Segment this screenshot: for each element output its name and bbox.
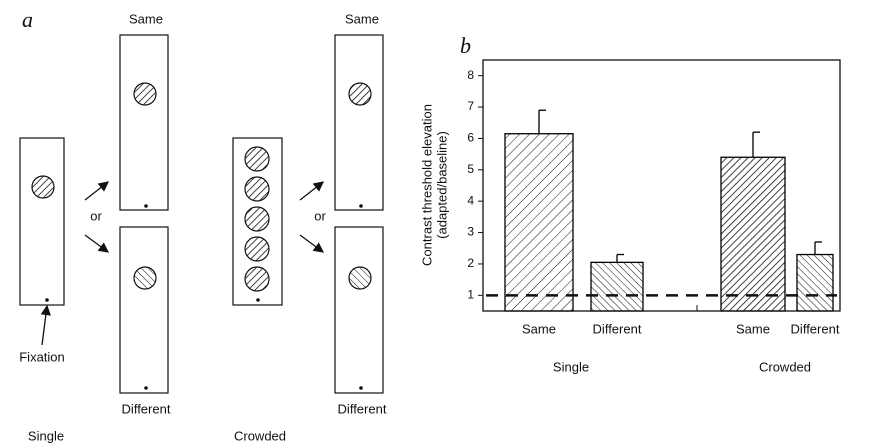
target xyxy=(31,175,55,199)
x-tick-label: Same xyxy=(522,321,556,336)
fixation-dot xyxy=(45,298,49,302)
target xyxy=(348,266,372,290)
bar xyxy=(504,133,574,312)
y-tick-label: 8 xyxy=(467,68,474,82)
display-frame xyxy=(119,226,169,394)
fixation-dot xyxy=(256,298,260,302)
label: Fixation xyxy=(19,349,65,364)
fixation-dot xyxy=(359,204,363,208)
y-tick-label: 2 xyxy=(467,256,474,270)
flanker xyxy=(244,266,270,292)
arrow xyxy=(299,234,325,253)
label: Same xyxy=(345,11,379,26)
x-tick-label: Same xyxy=(736,321,770,336)
fixation-dot xyxy=(359,386,363,390)
label: Same xyxy=(129,11,163,26)
fixation-dot xyxy=(144,204,148,208)
display-frame xyxy=(334,226,384,394)
y-tick-label: 4 xyxy=(467,193,474,207)
target xyxy=(133,82,157,106)
arrow xyxy=(84,181,110,201)
flanker xyxy=(244,176,270,202)
display-frame xyxy=(119,34,169,211)
panel-label: a xyxy=(22,7,33,32)
label: or xyxy=(90,208,102,223)
label: Crowded xyxy=(234,428,286,443)
y-tick-label: 3 xyxy=(467,225,474,239)
panel-b: b Contrast threshold elevation (adapted/… xyxy=(419,33,841,374)
y-tick-label: 7 xyxy=(467,99,474,113)
fixation-dot xyxy=(144,386,148,390)
group-label: Crowded xyxy=(759,359,811,374)
y-tick-label: 6 xyxy=(467,131,474,145)
display-frame xyxy=(334,34,384,211)
y-tick-label: 5 xyxy=(467,162,474,176)
arrow xyxy=(84,234,110,253)
y-axis-label: (adapted/baseline) xyxy=(434,131,449,239)
panel-a: a Fixation Single or Same Different Crow… xyxy=(19,7,387,443)
label: or xyxy=(314,208,326,223)
bar xyxy=(796,253,834,312)
target xyxy=(133,266,157,290)
arrow xyxy=(40,304,52,346)
flanker xyxy=(244,236,270,262)
target xyxy=(348,82,372,106)
panel-label: b xyxy=(460,33,471,58)
bar xyxy=(590,261,644,312)
plot-frame xyxy=(482,59,841,312)
y-tick-label: 1 xyxy=(467,287,474,301)
x-tick-label: Different xyxy=(791,321,840,336)
target xyxy=(244,206,270,232)
label: Different xyxy=(338,401,387,416)
x-tick-label: Different xyxy=(593,321,642,336)
flanker xyxy=(244,146,270,172)
label: Single xyxy=(28,428,64,443)
group-label: Single xyxy=(553,359,589,374)
arrow xyxy=(299,181,325,201)
display-frame xyxy=(19,137,65,306)
y-axis-label: Contrast threshold elevation xyxy=(419,104,434,266)
bar xyxy=(720,156,786,312)
label: Different xyxy=(122,401,171,416)
